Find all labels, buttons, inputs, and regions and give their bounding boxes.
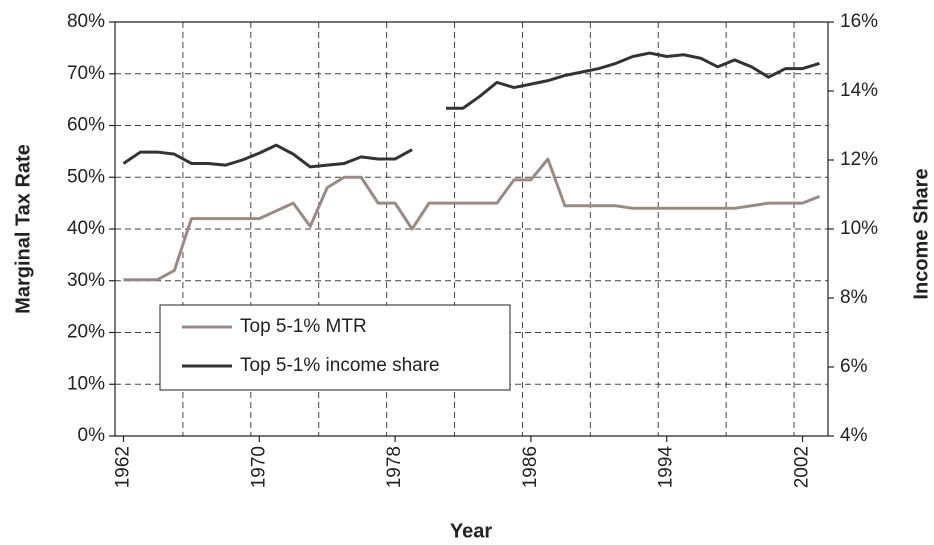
series-line: [123, 157, 821, 282]
legend-box: [159, 304, 511, 391]
y2-tick-label: 4%: [840, 425, 868, 446]
legend-label: Top 5-1% income share: [240, 355, 440, 376]
y2-axis-title: Income Share: [910, 168, 932, 299]
y-tick-label: 60%: [67, 115, 105, 136]
x-tick-label: 1970: [248, 446, 269, 488]
y-tick-label: 70%: [67, 63, 105, 84]
x-tick-label: 1986: [520, 446, 541, 488]
y-tick-label: 20%: [67, 322, 105, 343]
x-tick-label: 1994: [656, 446, 677, 489]
y2-tick-label: 8%: [840, 287, 868, 308]
x-tick-label: 1962: [113, 446, 134, 488]
x-tick-label: 1978: [384, 446, 405, 488]
y2-tick-label: 14%: [840, 80, 878, 101]
y2-tick-label: 12%: [840, 149, 878, 170]
x-tick-label: 2002: [792, 446, 813, 488]
legend-label: Top 5-1% MTR: [240, 316, 367, 337]
y2-tick-label: 6%: [840, 356, 868, 377]
y-tick-label: 50%: [67, 166, 105, 187]
y-tick-label: 40%: [67, 218, 105, 239]
y-tick-label: 10%: [67, 373, 105, 394]
series-line: [122, 51, 820, 169]
y-tick-label: 80%: [67, 11, 105, 32]
y-tick-label: 30%: [67, 270, 105, 291]
y-tick-label: 0%: [78, 425, 106, 446]
y2-tick-label: 16%: [840, 11, 878, 32]
y-axis-title: Marginal Tax Rate: [12, 144, 34, 314]
x-axis-title: Year: [450, 520, 492, 542]
y2-tick-label: 10%: [840, 218, 878, 239]
